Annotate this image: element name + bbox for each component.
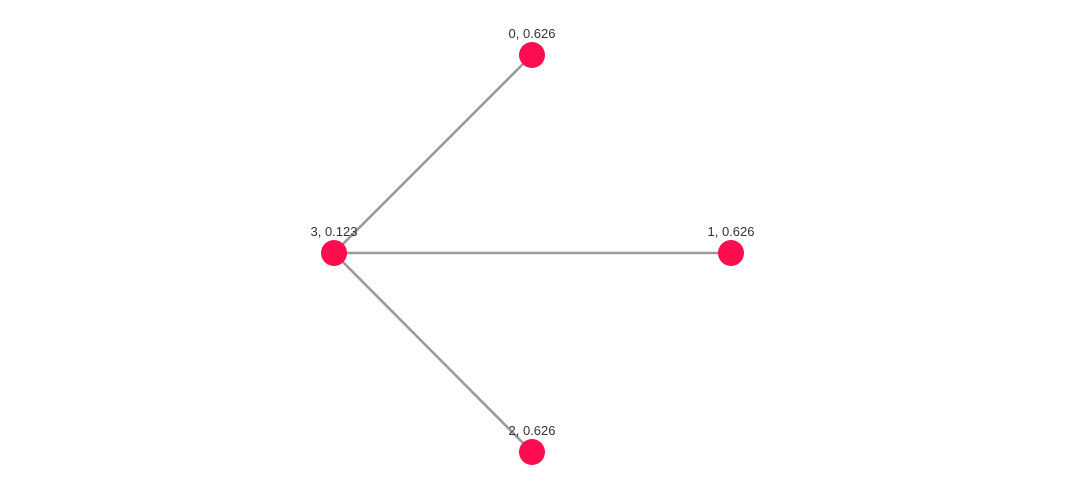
labels-layer: 0, 0.626 1, 0.626 2, 0.626 3, 0.123 — [311, 26, 755, 438]
node-label-0: 0, 0.626 — [509, 26, 556, 41]
graph-node-0[interactable] — [519, 42, 545, 68]
nodes-layer — [321, 42, 744, 465]
node-label-3: 3, 0.123 — [311, 224, 358, 239]
graph-node-3[interactable] — [321, 240, 347, 266]
graph-node-1[interactable] — [718, 240, 744, 266]
edge-3-2 — [332, 251, 534, 454]
node-label-1: 1, 0.626 — [708, 224, 755, 239]
edge-3-0 — [332, 53, 534, 255]
node-label-2: 2, 0.626 — [509, 423, 556, 438]
graph-node-2[interactable] — [519, 439, 545, 465]
edges-layer — [332, 53, 733, 454]
